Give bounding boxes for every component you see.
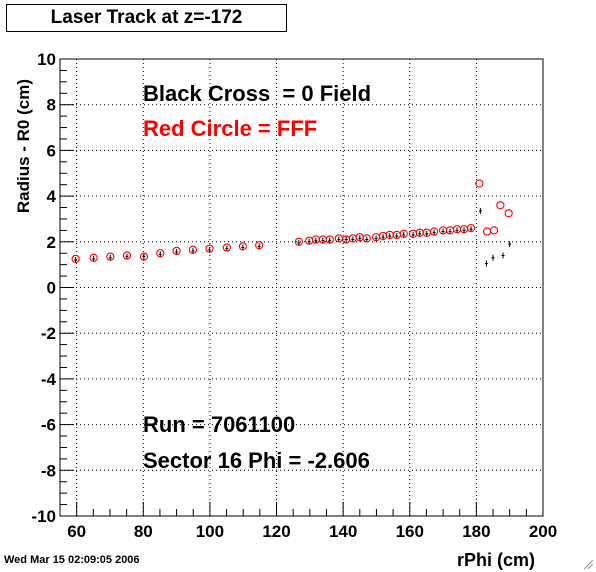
red-circle-marker [205,244,214,253]
y-tick-label: -10 [31,507,56,526]
red-circle-marker [222,243,232,252]
black-cross-marker [508,241,512,248]
red-circle-marker [156,249,165,258]
x-tick-label: 140 [329,522,357,541]
red-circle-marker [71,254,80,264]
y-tick-label: 10 [37,50,56,69]
red-circle-marker [475,179,484,188]
y-tick-label: 0 [47,279,56,298]
tick-labels: 60 80 100 120 140 160 180 200 -10 -8 -6 -4 -2 0 2 4 6 8 10 [31,50,557,541]
red-circle-marker [429,227,439,236]
red-circle-marker [122,251,132,260]
black-cross-marker [344,236,348,243]
red-circle-marker [188,245,198,254]
red-circle-marker [466,223,476,233]
red-circle-marker [325,235,334,244]
red-circle-marker [255,241,264,250]
black-cross-marker [142,253,146,260]
x-tick-label: 200 [529,522,557,541]
chart-title: Laser Track at z=-172 [6,4,287,32]
red-circle-marker [89,253,98,262]
red-circle-marker [172,246,181,256]
red-circle-marker [362,234,371,243]
y-axis-label: Radius - R0 (cm) [14,79,33,213]
red-circle-marker [294,237,303,246]
x-tick-label: 60 [67,522,86,541]
red-circle-marker [106,252,115,261]
x-tick-label: 120 [262,522,290,541]
red-circle-marker [489,226,499,235]
annotation-red-circle: Red Circle = FFF [143,116,317,141]
axis-ticks [59,58,544,517]
red-circle-marker [399,229,408,238]
x-tick-label: 80 [134,522,153,541]
annotation-black-cross: Black Cross = 0 Field [143,81,371,106]
red-circle-marker [482,227,492,236]
red-circle-marker [139,252,149,261]
y-tick-label: -2 [41,324,56,343]
y-tick-label: 8 [47,96,56,115]
x-axis-label: rPhi (cm) [457,550,535,570]
black-cross-marker [491,254,495,261]
x-tick-label: 160 [396,522,424,541]
annotation-run: Run = 7061100 [143,412,295,437]
black-cross-marker [484,260,488,267]
y-tick-label: -8 [41,461,56,480]
red-circle-marker [238,242,248,251]
resize-corner-icon[interactable] [582,558,594,570]
y-tick-label: 4 [47,187,57,206]
x-tick-label: 180 [462,522,490,541]
red-circle-marker [496,201,505,210]
y-tick-label: -6 [41,416,56,435]
black-cross-marker [501,252,505,259]
red-circle-marker [504,209,513,218]
timestamp: Wed Mar 15 02:09:05 2006 [4,554,140,566]
grid-layer [60,59,543,516]
y-tick-label: 6 [47,141,56,160]
data-markers [71,179,513,267]
y-tick-label: 2 [47,233,56,252]
black-cross-marker [478,207,482,214]
annotation-sector: Sector 16 Phi = -2.606 [143,448,370,473]
x-tick-label: 100 [196,522,224,541]
y-tick-label: -4 [41,370,57,389]
